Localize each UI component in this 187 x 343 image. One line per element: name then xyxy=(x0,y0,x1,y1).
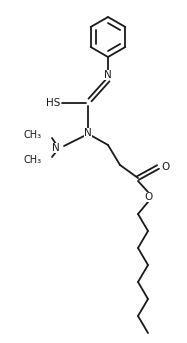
Text: CH₃: CH₃ xyxy=(24,155,42,165)
Text: N: N xyxy=(104,70,112,80)
Text: CH₃: CH₃ xyxy=(24,130,42,140)
Text: N: N xyxy=(84,128,92,138)
Text: O: O xyxy=(161,162,169,172)
Text: HS: HS xyxy=(46,98,60,108)
Text: N: N xyxy=(52,143,60,153)
Text: O: O xyxy=(145,192,153,202)
